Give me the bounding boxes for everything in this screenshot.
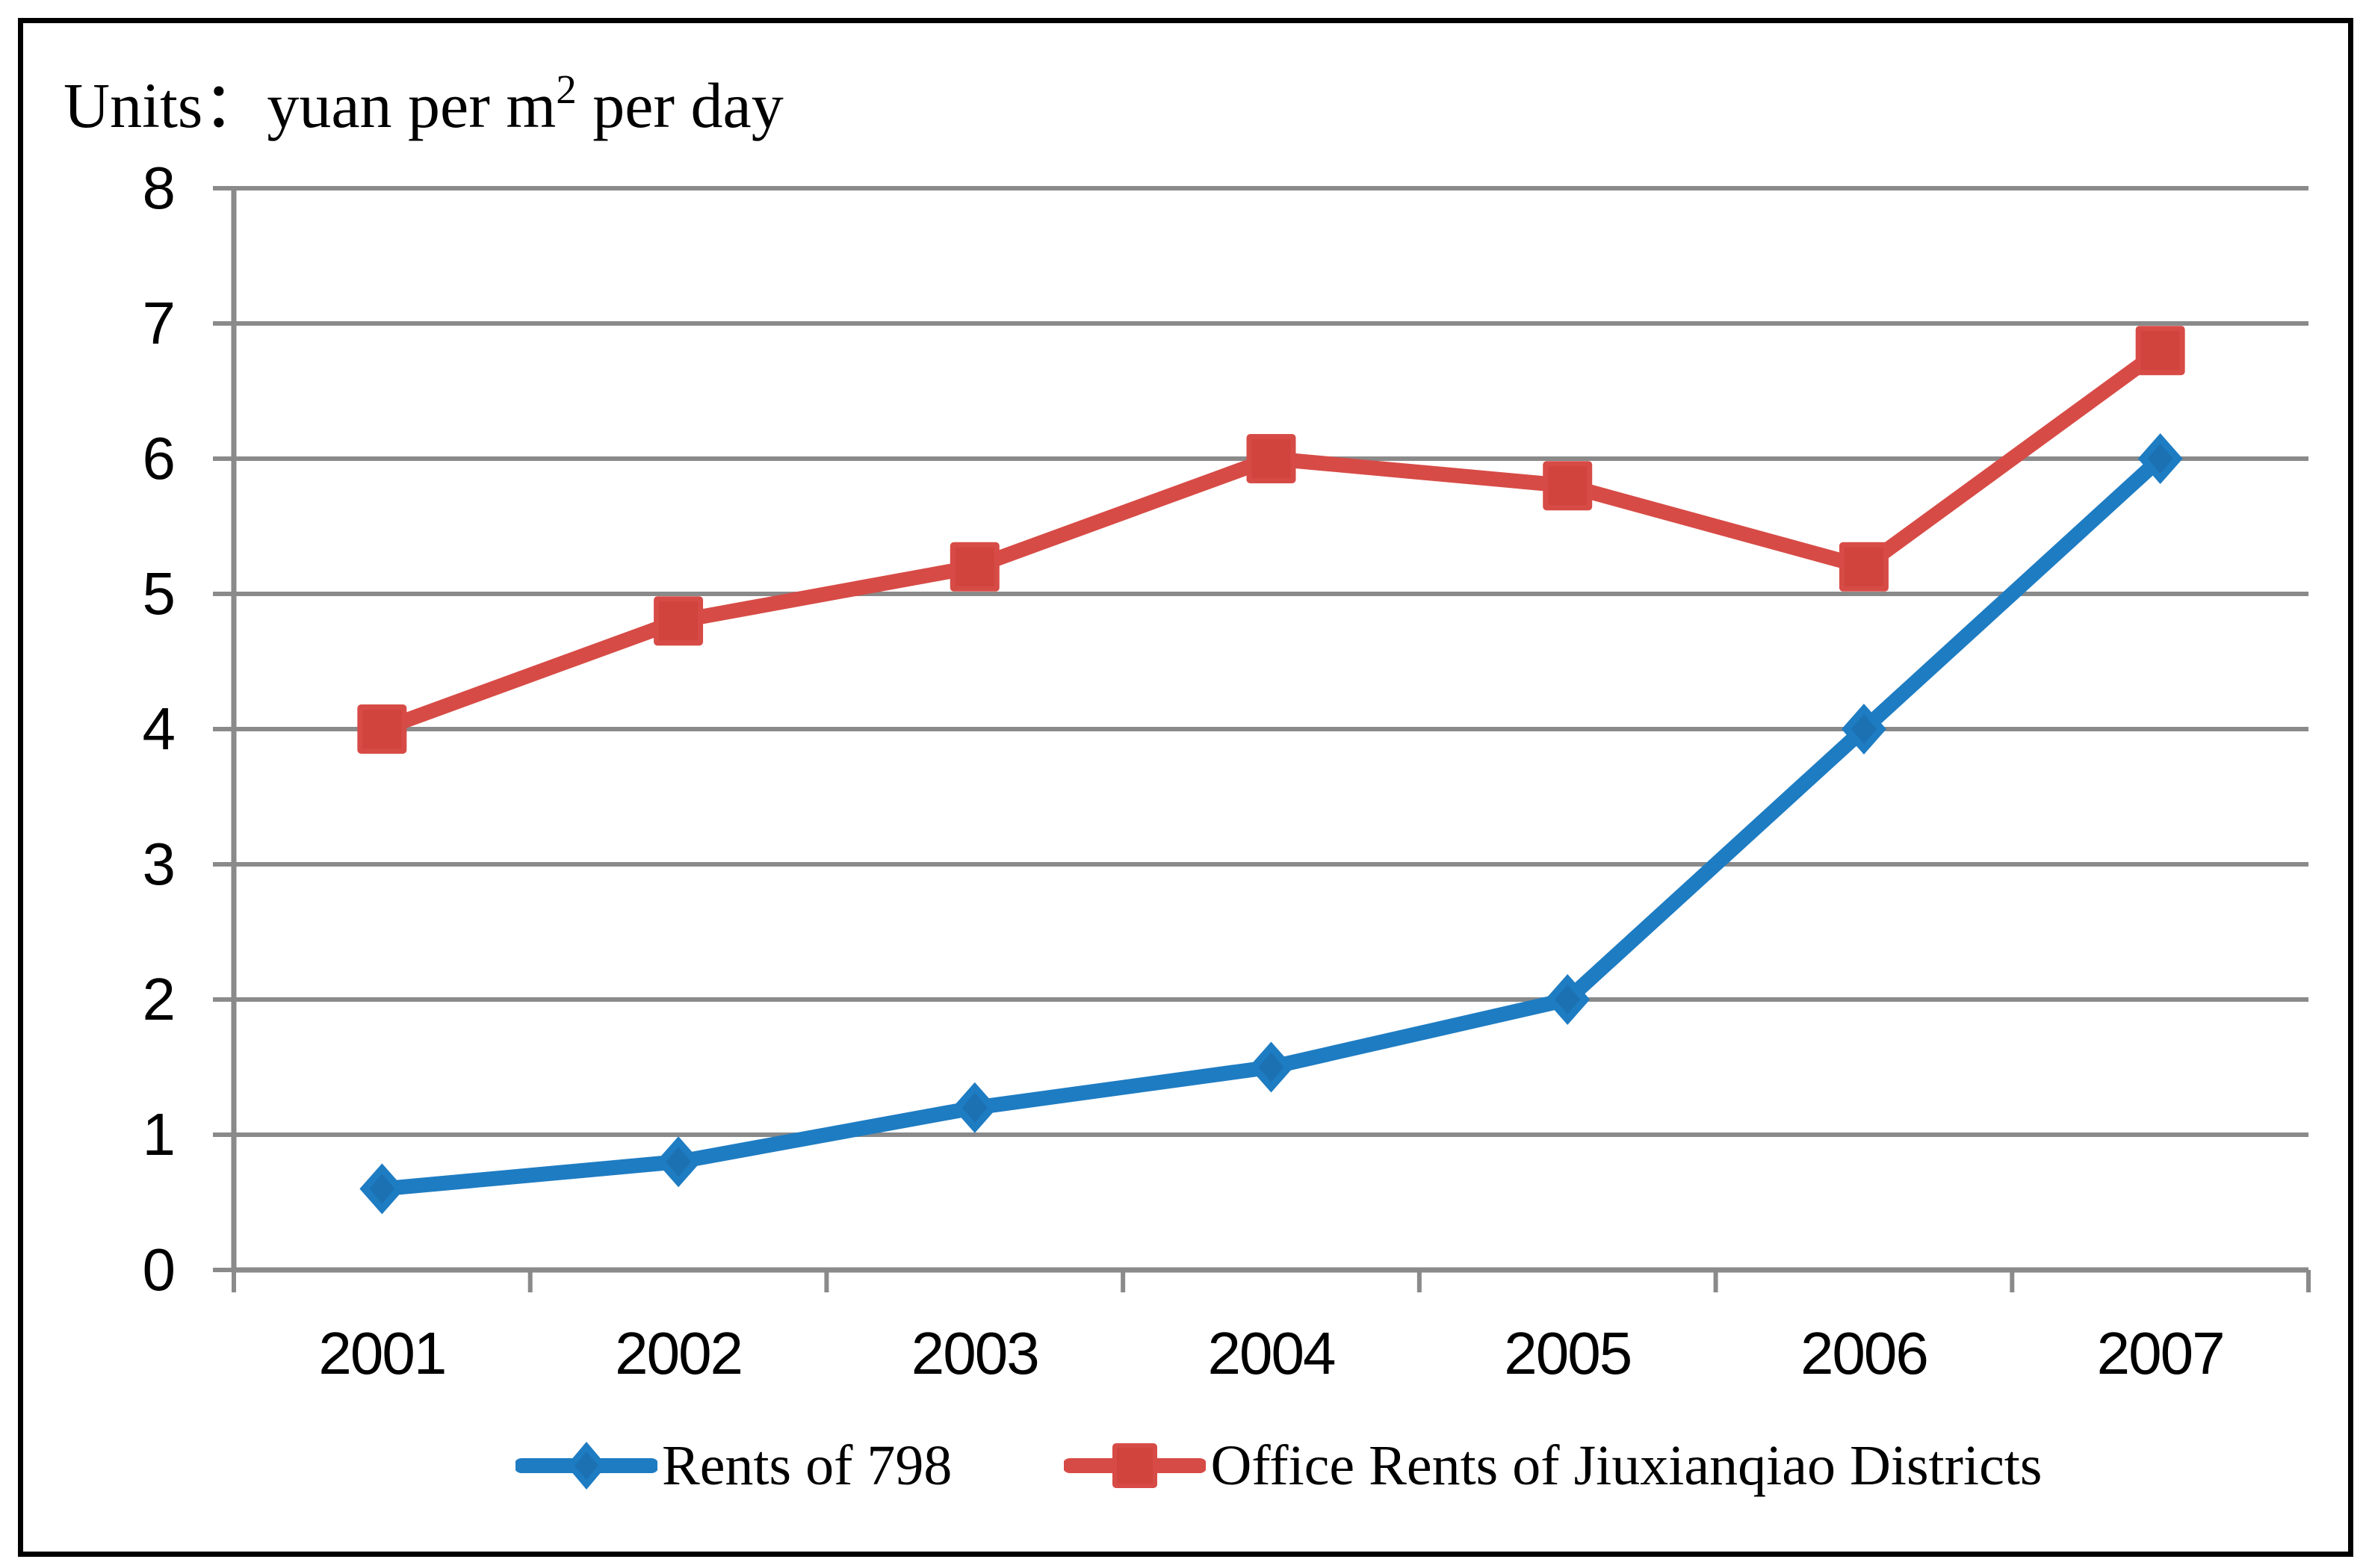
x-axis-label-2006: 2006 xyxy=(1800,1320,1929,1386)
x-axis-label-2004: 2004 xyxy=(1207,1320,1337,1386)
y-axis-label-0: 0 xyxy=(142,1236,176,1303)
data-point-2004-inner xyxy=(1251,439,1291,478)
data-point-2006-inner xyxy=(1844,547,1883,586)
axis-ticks xyxy=(213,186,2311,1292)
y-axis-label-2: 2 xyxy=(142,966,176,1032)
legend-label-rents-of-798: Rents of 798 xyxy=(662,1434,953,1497)
units-label-superscript: 2 xyxy=(556,66,577,112)
y-axis-label-1: 1 xyxy=(142,1101,176,1168)
data-point-2005-inner xyxy=(1555,985,1581,1014)
legend-item-office-rents: Office Rents of Jiuxianqiao Districts xyxy=(1064,1428,2043,1503)
y-axis-label-6: 6 xyxy=(142,425,176,492)
data-point-2005-inner xyxy=(1548,466,1588,506)
y-axis-label-4: 4 xyxy=(142,695,176,762)
legend-diamond-marker-icon xyxy=(515,1442,657,1490)
data-point-2004-inner xyxy=(1258,1052,1284,1082)
data-point-2003-inner xyxy=(961,1092,988,1123)
gridlines xyxy=(234,186,2308,1137)
x-axis-label-2005: 2005 xyxy=(1504,1320,1632,1386)
units-label-body: yuan per m xyxy=(267,69,557,141)
data-point-2007-inner xyxy=(2147,444,2173,474)
y-axis-label-8: 8 xyxy=(142,155,176,221)
series-office-rents xyxy=(357,326,2185,754)
units-label-suffix: per day xyxy=(576,69,784,141)
data-point-2003-inner xyxy=(955,547,994,586)
series-rents-of-798 xyxy=(359,433,2183,1215)
data-point-2001-inner xyxy=(362,710,402,749)
y-axis-label-5: 5 xyxy=(142,560,176,627)
data-point-2002-inner xyxy=(666,1147,692,1177)
legend-diamond-inner xyxy=(575,1451,598,1480)
legend-square-marker-icon xyxy=(1064,1443,1207,1488)
data-point-2006-inner xyxy=(1851,714,1877,744)
y-axis-label-7: 7 xyxy=(142,290,176,356)
data-point-2002-inner xyxy=(659,601,699,641)
data-series xyxy=(357,326,2185,1215)
legend: Rents of 798 Office Rents of Jiuxianqiao… xyxy=(515,1428,2043,1503)
legend-item-rents-of-798: Rents of 798 xyxy=(515,1428,952,1503)
figure-border xyxy=(18,18,2353,1557)
y-axis-label-3: 3 xyxy=(142,831,176,897)
data-point-2007-inner xyxy=(2140,331,2180,371)
legend-square-inner xyxy=(1117,1448,1153,1484)
units-label: Units：yuan per m2 per day xyxy=(64,52,784,146)
legend-label-office-rents: Office Rents of Jiuxianqiao Districts xyxy=(1210,1434,2043,1497)
x-axis-label-2003: 2003 xyxy=(911,1320,1040,1386)
x-axis-label-2007: 2007 xyxy=(2096,1320,2226,1386)
x-axis-label-2002: 2002 xyxy=(615,1320,743,1386)
data-point-2001-inner xyxy=(369,1174,395,1204)
units-label-prefix: Units： xyxy=(64,69,267,141)
x-axis-label-2001: 2001 xyxy=(318,1320,447,1386)
series-line xyxy=(374,343,2168,737)
